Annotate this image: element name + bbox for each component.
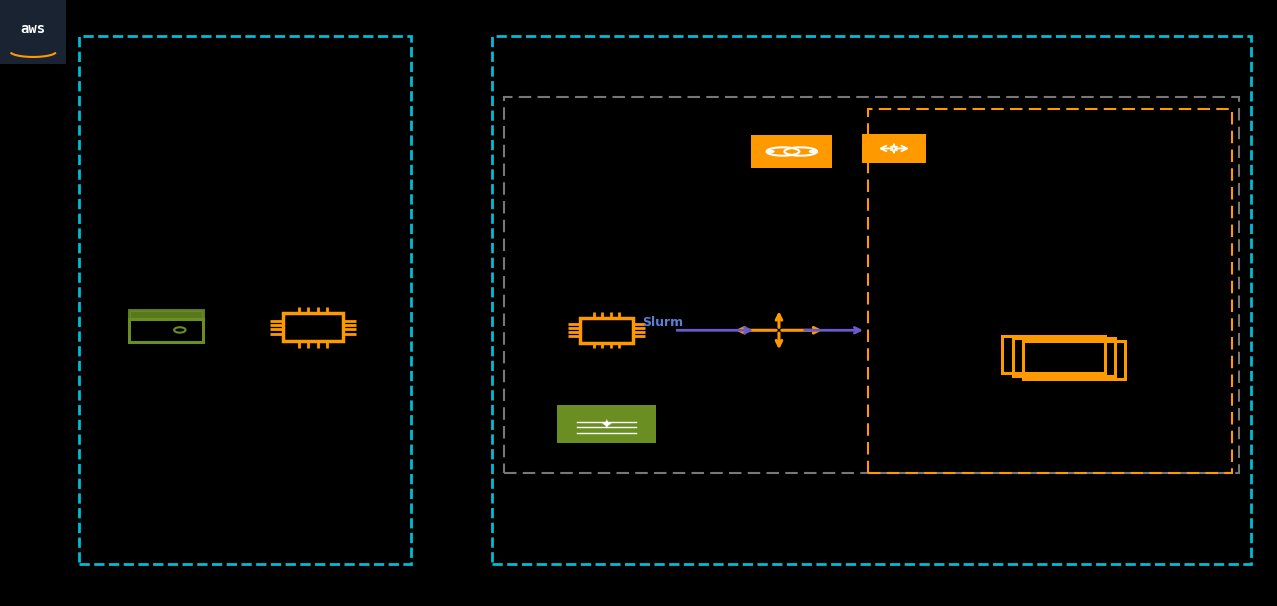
Bar: [751, 135, 833, 168]
Bar: [0, 0, 66, 64]
Circle shape: [808, 150, 816, 153]
Bar: [1023, 341, 1125, 379]
Bar: [1013, 338, 1115, 376]
Bar: [557, 405, 656, 443]
Bar: [79, 36, 411, 564]
Text: ✦: ✦: [600, 419, 613, 433]
FancyBboxPatch shape: [557, 405, 601, 416]
Bar: [580, 318, 633, 343]
Bar: [862, 134, 926, 163]
Text: Slurm: Slurm: [642, 316, 683, 329]
Bar: [282, 313, 344, 342]
Bar: [1002, 336, 1105, 373]
Bar: [504, 97, 1239, 473]
Text: aws: aws: [20, 22, 46, 36]
Bar: [492, 36, 1251, 564]
Circle shape: [767, 150, 775, 153]
Bar: [868, 109, 1232, 473]
FancyBboxPatch shape: [129, 310, 203, 319]
